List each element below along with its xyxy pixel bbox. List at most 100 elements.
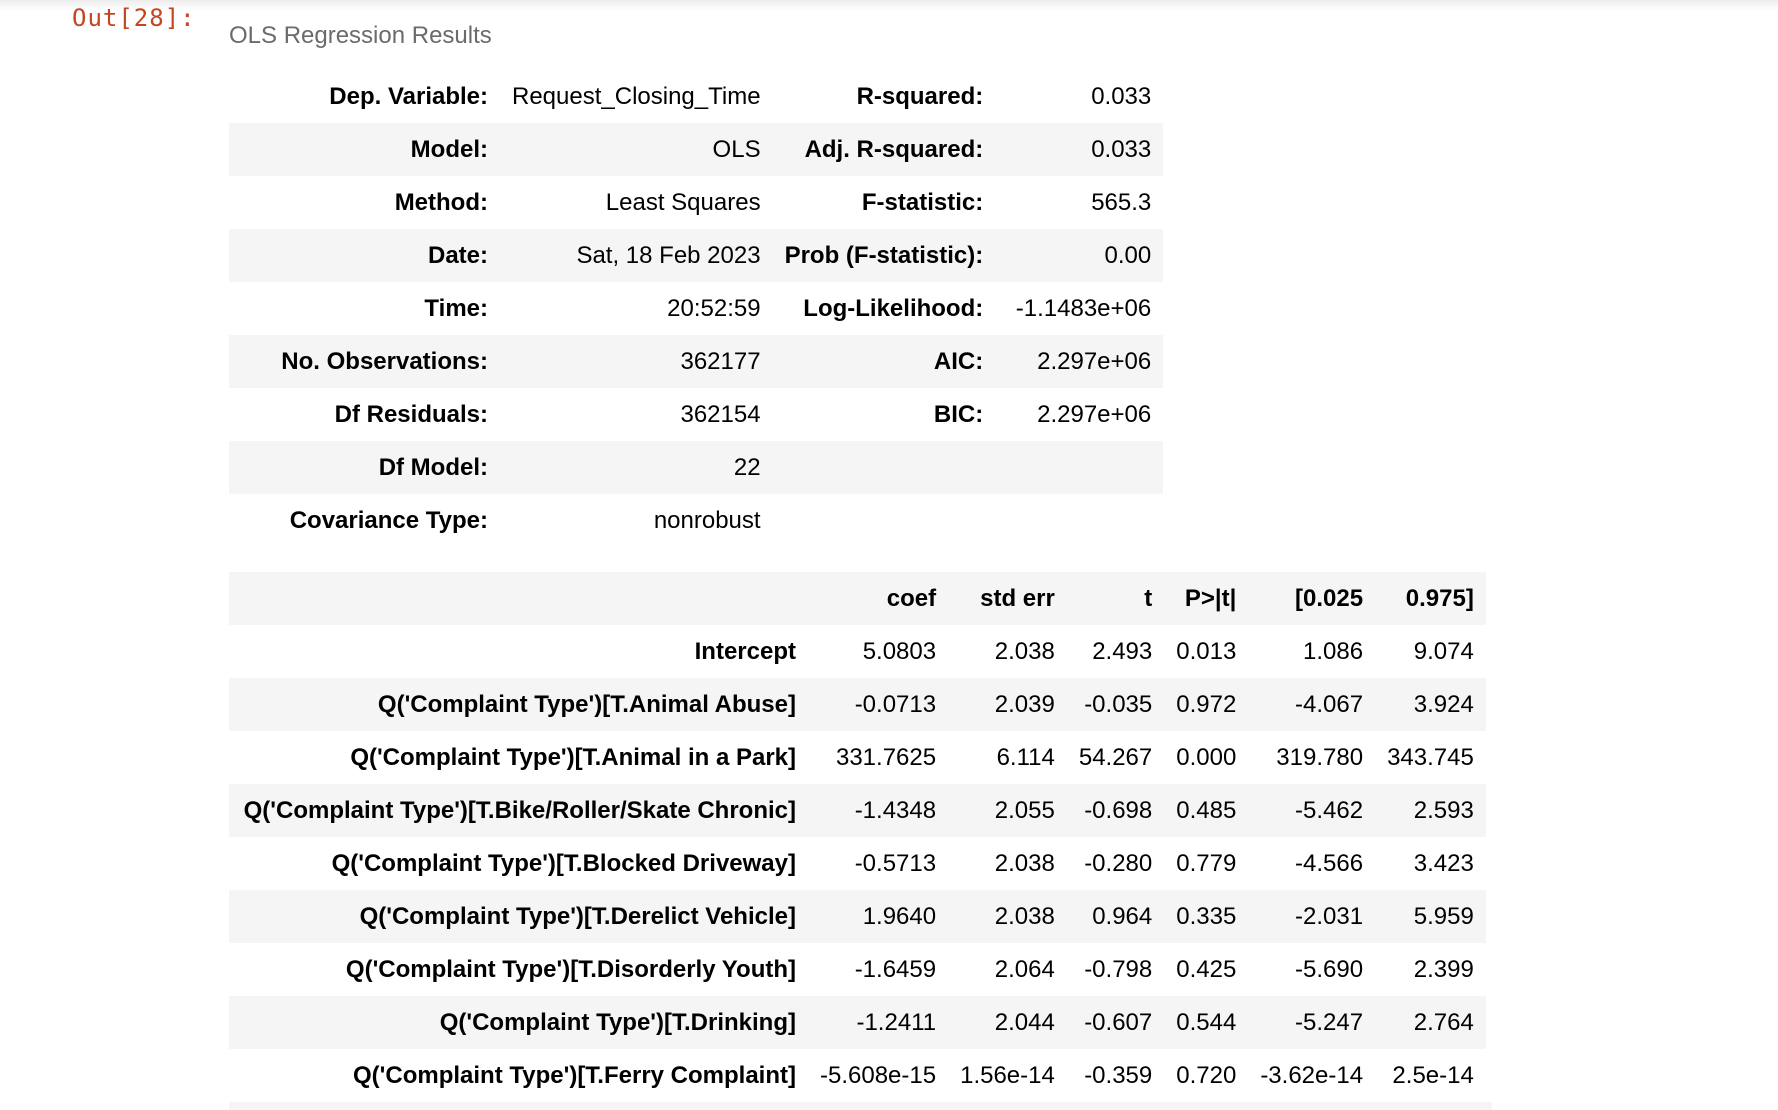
summary-label: R-squared: — [856, 82, 984, 110]
t-value: 54.267 — [1078, 743, 1153, 771]
table-caption: OLS Regression Results — [229, 22, 492, 49]
column-header: P>|t| — [1184, 584, 1237, 612]
summary-value: 2.297e+06 — [1037, 400, 1152, 428]
summary-row: Time: 20:52:59 Log-Likelihood: -1.1483e+… — [229, 282, 1163, 335]
ci-upper-value: 343.745 — [1387, 743, 1474, 771]
summary-row: Dep. Variable: Request_Closing_Time R-sq… — [229, 70, 1163, 123]
term-label: Q('Complaint Type')[T.Animal in a Park] — [350, 743, 796, 771]
summary-value: Request_Closing_Time — [512, 82, 761, 110]
ci-lower-value: 319.780 — [1276, 743, 1364, 771]
summary-value: 0.033 — [1091, 82, 1152, 110]
ci-lower-value: -4.566 — [1295, 849, 1364, 877]
summary-label: Prob (F-statistic): — [784, 241, 984, 269]
column-header: 0.975] — [1405, 584, 1474, 612]
ci-lower-value: -5.690 — [1295, 955, 1364, 983]
summary-label: Dep. Variable: — [329, 82, 488, 110]
summary-value: nonrobust — [653, 506, 761, 534]
t-value: -0.280 — [1084, 849, 1153, 877]
summary-value: 2.297e+06 — [1037, 347, 1152, 375]
p-value: 0.425 — [1176, 955, 1237, 983]
summary-label: Time: — [424, 294, 488, 322]
ci-lower-value: -3.62e-14 — [1260, 1061, 1364, 1089]
t-value: -0.359 — [1084, 1061, 1153, 1089]
summary-value: 0.033 — [1091, 135, 1152, 163]
ci-upper-value: 2.593 — [1413, 796, 1474, 824]
coef-value: 331.7625 — [835, 743, 937, 771]
std-err-value: 2.038 — [994, 902, 1055, 930]
summary-label: F-statistic: — [861, 188, 984, 216]
summary-label — [773, 494, 996, 547]
coefficient-row: Q('Complaint Type')[T.Disorderly Youth] … — [229, 943, 1486, 996]
p-value: 0.485 — [1176, 796, 1237, 824]
term-label: Q('Complaint Type')[T.Blocked Driveway] — [331, 849, 796, 877]
t-value: 2.493 — [1092, 637, 1153, 665]
summary-value: -1.1483e+06 — [1015, 294, 1152, 322]
summary-value: 362154 — [680, 400, 761, 428]
column-header — [229, 572, 808, 625]
ci-lower-value: -5.247 — [1295, 1008, 1364, 1036]
ci-lower-value: -5.462 — [1295, 796, 1364, 824]
t-value: -0.035 — [1084, 690, 1153, 718]
ci-upper-value: 3.924 — [1413, 690, 1474, 718]
t-value: -0.798 — [1084, 955, 1153, 983]
summary-value: 565.3 — [1091, 188, 1152, 216]
summary-label: Covariance Type: — [289, 506, 488, 534]
summary-label: Df Residuals: — [334, 400, 488, 428]
column-header: std err — [980, 584, 1055, 612]
summary-row: Covariance Type: nonrobust — [229, 494, 1163, 547]
term-label: Q('Complaint Type')[T.Drinking] — [439, 1008, 796, 1036]
coef-value: -0.0713 — [854, 690, 937, 718]
summary-row: No. Observations: 362177 AIC: 2.297e+06 — [229, 335, 1164, 388]
coefficient-row: Q('Complaint Type')[T.Drinking] -1.2411 … — [229, 996, 1486, 1049]
coefficient-row: Intercept 5.0803 2.038 2.493 0.013 1.086… — [229, 625, 1486, 678]
coefficient-row: Q('Complaint Type')[T.Ferry Complaint] -… — [229, 1049, 1486, 1102]
p-value: 0.013 — [1176, 637, 1237, 665]
next-row-partial — [229, 1102, 1492, 1110]
summary-label: BIC: — [933, 400, 984, 428]
coefficient-row: Q('Complaint Type')[T.Derelict Vehicle] … — [229, 890, 1486, 943]
std-err-value: 1.56e-14 — [960, 1061, 1055, 1089]
t-value: 0.964 — [1092, 902, 1153, 930]
ci-upper-value: 3.423 — [1413, 849, 1474, 877]
summary-value: 20:52:59 — [667, 294, 761, 322]
p-value: 0.544 — [1176, 1008, 1237, 1036]
std-err-value: 2.038 — [994, 849, 1055, 877]
summary-label: Date: — [427, 241, 488, 269]
summary-value — [995, 494, 1163, 547]
term-label: Q('Complaint Type')[T.Bike/Roller/Skate … — [243, 796, 796, 824]
coef-value: -5.608e-15 — [820, 1061, 937, 1089]
coefficient-row: Q('Complaint Type')[T.Bike/Roller/Skate … — [229, 784, 1486, 837]
summary-label — [773, 441, 996, 494]
column-header: coef — [886, 584, 937, 612]
std-err-value: 2.055 — [994, 796, 1055, 824]
summary-row: Df Residuals: 362154 BIC: 2.297e+06 — [229, 388, 1163, 441]
summary-value: Sat, 18 Feb 2023 — [576, 241, 761, 269]
ci-lower-value: 1.086 — [1303, 637, 1364, 665]
term-label: Q('Complaint Type')[T.Disorderly Youth] — [345, 955, 796, 983]
coefficient-row: Q('Complaint Type')[T.Animal in a Park] … — [229, 731, 1486, 784]
ci-lower-value: -4.067 — [1295, 690, 1364, 718]
coefficient-row: Q('Complaint Type')[T.Animal Abuse] -0.0… — [229, 678, 1486, 731]
column-header: t — [1144, 584, 1153, 612]
summary-label: Model: — [410, 135, 488, 163]
summary-value — [995, 441, 1163, 494]
std-err-value: 2.038 — [994, 637, 1055, 665]
summary-row: Df Model: 22 — [229, 441, 1164, 494]
coef-value: -0.5713 — [854, 849, 937, 877]
std-err-value: 6.114 — [996, 743, 1055, 771]
coefficient-header-row: coef std err t P>|t| [0.025 0.975] — [229, 572, 1486, 625]
ci-upper-value: 2.5e-14 — [1392, 1061, 1474, 1089]
ci-upper-value: 5.959 — [1413, 902, 1474, 930]
term-label: Q('Complaint Type')[T.Animal Abuse] — [377, 690, 796, 718]
coef-value: 5.0803 — [862, 637, 937, 665]
ci-upper-value: 9.074 — [1413, 637, 1474, 665]
summary-label: AIC: — [933, 347, 984, 375]
cell-top-shadow — [0, 0, 1778, 10]
t-value: -0.698 — [1084, 796, 1153, 824]
p-value: 0.720 — [1176, 1061, 1237, 1089]
summary-label: Adj. R-squared: — [804, 135, 984, 163]
summary-label: No. Observations: — [281, 347, 488, 375]
summary-value: 22 — [733, 453, 761, 481]
coef-value: -1.2411 — [856, 1008, 937, 1036]
p-value: 0.972 — [1176, 690, 1237, 718]
